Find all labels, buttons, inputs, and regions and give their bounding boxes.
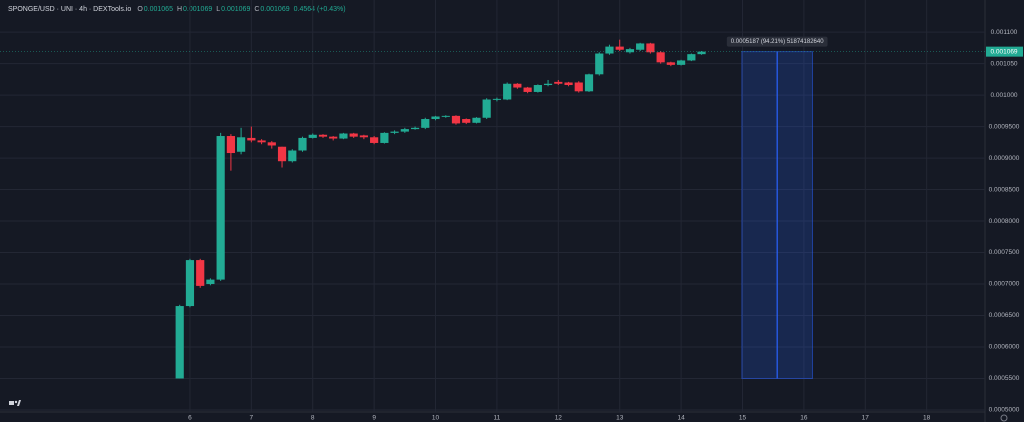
- candle-body: [318, 134, 328, 137]
- candle-body: [380, 132, 389, 143]
- chart-title: SPONGE/USD · UNI · 4h · DEXTools.io: [8, 6, 131, 13]
- ohlc-value: 0.001065: [144, 6, 173, 13]
- tradingview-logo: [9, 400, 21, 406]
- candle-body: [226, 136, 235, 154]
- x-tick-label: 12: [555, 415, 563, 422]
- candle-body: [329, 136, 338, 139]
- candle-body: [237, 137, 246, 152]
- y-tick-label: 0.001100: [991, 29, 1018, 36]
- change: 0.4564 (+0.43%): [294, 6, 346, 13]
- candle-body: [257, 140, 266, 143]
- candle-body: [677, 60, 686, 65]
- candle-body: [359, 135, 368, 138]
- x-tick-label: 16: [800, 415, 808, 422]
- ohlc-label: L: [216, 6, 220, 13]
- candle-body: [185, 260, 195, 307]
- candle-body: [308, 134, 317, 138]
- last-price-tag: [986, 46, 1023, 57]
- candle-body: [206, 279, 215, 285]
- x-tick-label: 15: [739, 415, 747, 422]
- candle-body: [421, 119, 430, 128]
- candle-body: [339, 133, 348, 139]
- candle-body: [196, 260, 205, 286]
- candle-body: [615, 46, 624, 50]
- x-tick-label: 10: [432, 415, 440, 422]
- time-zone-icon[interactable]: [1000, 414, 1008, 422]
- x-tick-label: 8: [311, 415, 315, 422]
- x-tick-label: 6: [188, 415, 192, 422]
- y-tick-label: 0.0006000: [989, 344, 1020, 351]
- candle-body: [687, 54, 696, 61]
- candle-body: [288, 150, 297, 162]
- y-tick-label: 0.001000: [990, 92, 1017, 99]
- last-price-label: 0.001069: [990, 48, 1017, 55]
- x-tick-label: 13: [616, 415, 624, 422]
- candle-body: [216, 136, 225, 280]
- candle-body: [441, 115, 450, 117]
- candle-body: [574, 82, 583, 92]
- candle-body: [554, 81, 563, 84]
- ohlc-label: C: [254, 6, 259, 13]
- candle-body: [666, 62, 675, 65]
- candle-body: [503, 83, 512, 100]
- candle-body: [636, 43, 645, 50]
- x-tick-label: 7: [250, 415, 254, 422]
- candle-body: [492, 98, 502, 100]
- y-tick-label: 0.0007500: [989, 249, 1020, 256]
- candle-body: [697, 51, 706, 55]
- header: SPONGE/USD · UNI · 4h · DEXTools.io O 0.0…: [8, 6, 346, 13]
- ohlc-value: 0.001069: [221, 6, 250, 13]
- candle-body: [605, 46, 614, 54]
- range-label: 0.0005187 (94.21%) 51874182640: [731, 39, 824, 45]
- y-tick-label: 0.0008000: [989, 218, 1020, 225]
- y-tick-label: 0.0007000: [989, 281, 1020, 288]
- x-tick-label: 14: [677, 415, 685, 422]
- candle-body: [349, 133, 358, 137]
- x-tick-label: 17: [862, 415, 870, 422]
- candle-body: [595, 53, 604, 75]
- candle-body: [533, 85, 542, 92]
- candle-body: [564, 82, 573, 86]
- x-tick-label: 18: [923, 415, 931, 422]
- y-tick-label: 0.0006500: [989, 312, 1020, 319]
- candle-body: [410, 127, 420, 130]
- candle-body: [625, 49, 635, 53]
- candle-body: [656, 52, 665, 63]
- candle-body: [267, 142, 276, 146]
- candle-body: [400, 129, 409, 132]
- candle-body: [543, 83, 553, 86]
- candle-body: [431, 116, 440, 120]
- ohlc-label: O: [137, 6, 143, 13]
- y-tick-label: 0.001050: [990, 60, 1017, 67]
- candle-body: [646, 43, 655, 53]
- grid: [0, 0, 985, 412]
- y-tick-label: 0.0009500: [989, 123, 1020, 130]
- ohlc-label: H: [177, 6, 182, 13]
- candle-body: [390, 131, 399, 133]
- candle-body: [584, 74, 594, 92]
- candle-body: [513, 83, 522, 88]
- candle-body: [175, 306, 184, 379]
- y-tick-label: 0.0005000: [989, 407, 1020, 414]
- x-tick-label: 11: [494, 415, 501, 422]
- ohlc-value: 0.001069: [183, 6, 212, 13]
- y-tick-label: 0.0009000: [989, 155, 1020, 162]
- candle-body: [370, 137, 379, 143]
- candle-body: [451, 115, 461, 124]
- range-label-bg: [726, 36, 828, 47]
- candle-body: [298, 137, 307, 151]
- candle-body: [482, 99, 491, 118]
- y-tick-label: 0.0005500: [989, 375, 1020, 382]
- x-tick-label: 9: [372, 415, 376, 422]
- y-tick-label: 0.0008500: [989, 186, 1020, 193]
- candle-body: [462, 119, 471, 123]
- candle-body: [472, 117, 481, 123]
- candle-body: [277, 146, 287, 162]
- candle-body: [247, 137, 256, 141]
- ohlc-value: 0.001069: [260, 6, 289, 13]
- candle-body: [523, 87, 532, 92]
